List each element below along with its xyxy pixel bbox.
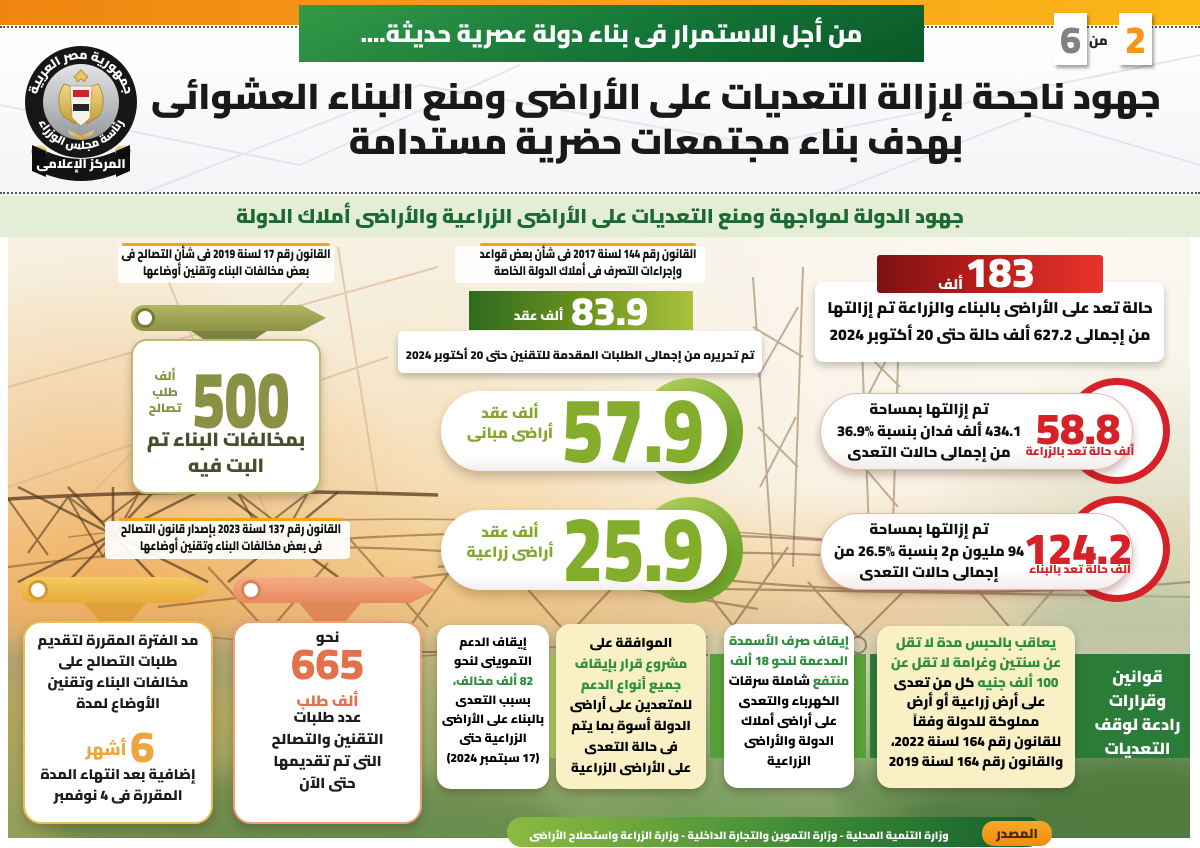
svg-text:المركز الإعلامى: المركز الإعلامى <box>36 153 125 176</box>
